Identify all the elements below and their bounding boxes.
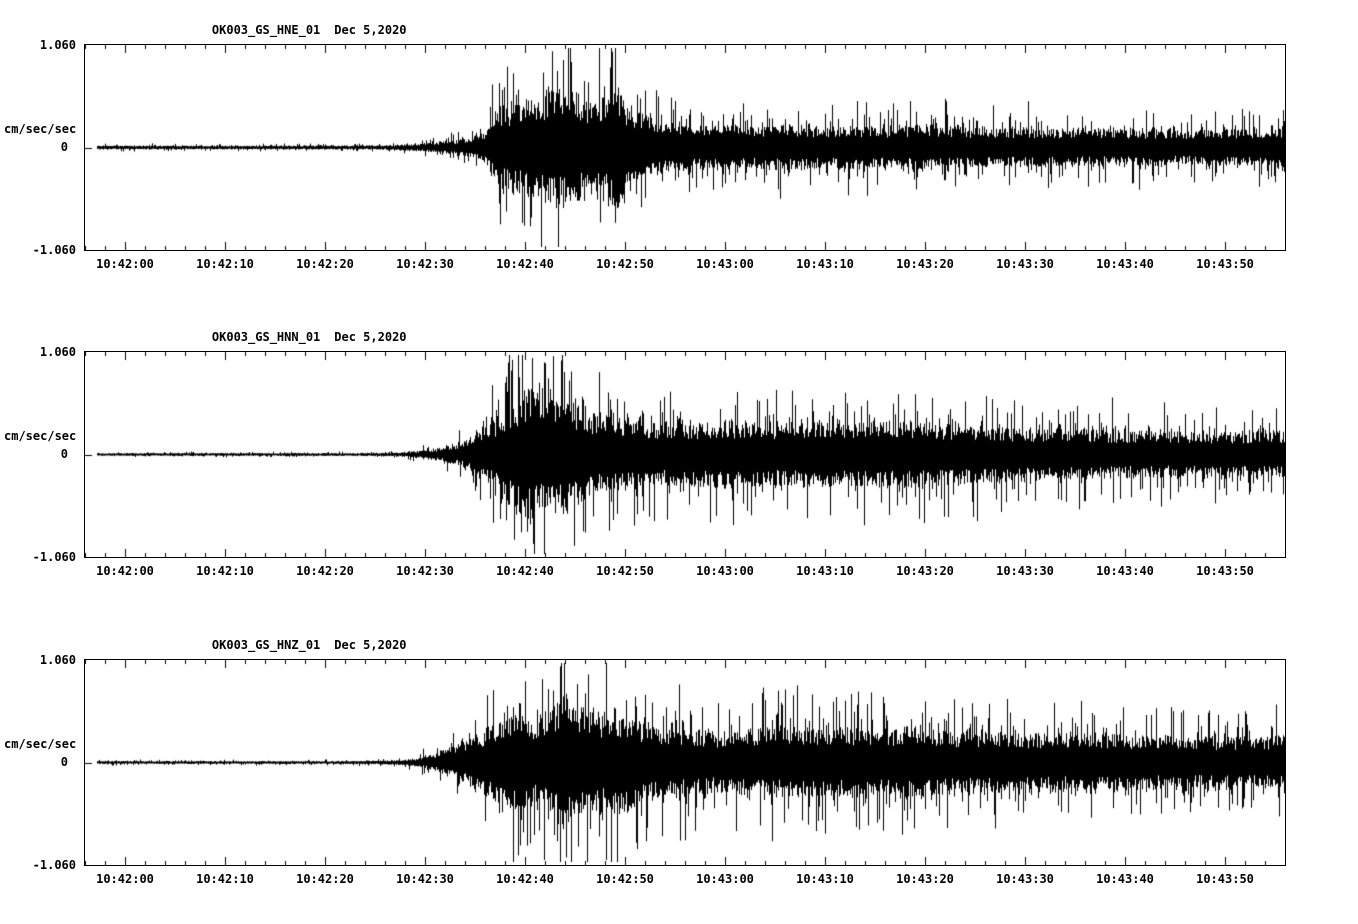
y-axis-unit-label: cm/sec/sec — [4, 737, 77, 751]
x-tick-label: 10:43:10 — [796, 564, 854, 578]
x-tick-label: 10:42:40 — [496, 257, 554, 271]
trace-title: OK003_GS_HNN_01 Dec 5,2020 — [183, 316, 407, 358]
x-tick-label: 10:43:30 — [996, 872, 1054, 886]
trace-date: Dec 5,2020 — [334, 23, 407, 37]
x-tick-label: 10:42:50 — [596, 564, 654, 578]
plot-area — [84, 659, 1286, 866]
x-tick-label: 10:43:50 — [1196, 872, 1254, 886]
x-tick-label: 10:42:30 — [396, 564, 454, 578]
x-tick-label: 10:43:50 — [1196, 257, 1254, 271]
x-tick-label: 10:42:20 — [296, 257, 354, 271]
x-tick-label: 10:42:00 — [96, 564, 154, 578]
plot-area — [84, 44, 1286, 251]
x-tick-label: 10:43:00 — [696, 564, 754, 578]
waveform-trace — [85, 352, 1285, 557]
x-tick-label: 10:42:20 — [296, 564, 354, 578]
x-tick-label: 10:42:40 — [496, 872, 554, 886]
trace-date: Dec 5,2020 — [334, 638, 407, 652]
y-axis-zero-label: 0 — [60, 755, 68, 769]
seismogram-panel-hnn: OK003_GS_HNN_01 Dec 5,2020 1.060 cm/sec/s… — [0, 307, 1358, 614]
x-tick-label: 10:42:30 — [396, 257, 454, 271]
y-axis-max-label: 1.060 — [39, 38, 76, 52]
seismogram-panel-hnz: OK003_GS_HNZ_01 Dec 5,2020 1.060 cm/sec/s… — [0, 615, 1358, 922]
x-tick-label: 10:42:50 — [596, 872, 654, 886]
x-tick-label: 10:43:10 — [796, 872, 854, 886]
y-axis-zero-label: 0 — [60, 140, 68, 154]
x-tick-label: 10:43:00 — [696, 257, 754, 271]
x-tick-label: 10:42:30 — [396, 872, 454, 886]
x-tick-label: 10:42:00 — [96, 872, 154, 886]
x-tick-label: 10:42:10 — [196, 564, 254, 578]
x-tick-label: 10:43:30 — [996, 257, 1054, 271]
plot-area — [84, 351, 1286, 558]
y-axis-zero-label: 0 — [60, 447, 68, 461]
trace-id: OK003_GS_HNE_01 — [211, 23, 321, 37]
y-axis-min-label: -1.060 — [32, 243, 76, 257]
y-axis-max-label: 1.060 — [39, 345, 76, 359]
x-tick-label: 10:42:10 — [196, 257, 254, 271]
y-axis-max-label: 1.060 — [39, 653, 76, 667]
waveform-trace — [85, 45, 1285, 250]
x-tick-label: 10:43:30 — [996, 564, 1054, 578]
x-tick-label: 10:42:40 — [496, 564, 554, 578]
trace-title: OK003_GS_HNE_01 Dec 5,2020 — [183, 9, 407, 51]
x-tick-label: 10:43:20 — [896, 872, 954, 886]
x-tick-label: 10:43:20 — [896, 257, 954, 271]
y-axis-min-label: -1.060 — [32, 550, 76, 564]
x-tick-label: 10:42:50 — [596, 257, 654, 271]
x-tick-label: 10:42:00 — [96, 257, 154, 271]
trace-date: Dec 5,2020 — [334, 330, 407, 344]
x-tick-label: 10:42:20 — [296, 872, 354, 886]
x-tick-label: 10:43:20 — [896, 564, 954, 578]
trace-id: OK003_GS_HNN_01 — [211, 330, 321, 344]
y-axis-unit-label: cm/sec/sec — [4, 429, 77, 443]
x-tick-label: 10:42:10 — [196, 872, 254, 886]
trace-title: OK003_GS_HNZ_01 Dec 5,2020 — [183, 624, 407, 666]
waveform-trace — [85, 660, 1285, 865]
y-axis-min-label: -1.060 — [32, 858, 76, 872]
x-tick-label: 10:43:00 — [696, 872, 754, 886]
x-tick-label: 10:43:40 — [1096, 564, 1154, 578]
x-tick-label: 10:43:40 — [1096, 872, 1154, 886]
x-tick-label: 10:43:50 — [1196, 564, 1254, 578]
trace-id: OK003_GS_HNZ_01 — [211, 638, 321, 652]
y-axis-unit-label: cm/sec/sec — [4, 122, 77, 136]
seismogram-panel-hne: OK003_GS_HNE_01 Dec 5,2020 1.060 cm/sec/s… — [0, 0, 1358, 307]
x-tick-label: 10:43:10 — [796, 257, 854, 271]
x-tick-label: 10:43:40 — [1096, 257, 1154, 271]
